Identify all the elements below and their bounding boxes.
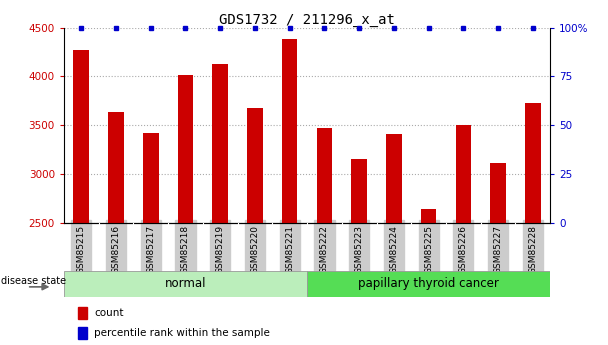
Bar (178, 75, 193, 223)
Bar (247, 108, 263, 223)
Bar (317, 128, 332, 223)
Bar (386, 134, 402, 223)
Bar (282, 39, 297, 223)
Text: percentile rank within the sample: percentile rank within the sample (94, 328, 271, 338)
Bar (78, 307, 87, 319)
Text: normal: normal (165, 277, 206, 290)
Bar (64, 271, 307, 297)
Bar (490, 163, 506, 223)
Bar (525, 103, 541, 223)
Bar (421, 209, 437, 223)
Bar (108, 112, 124, 223)
Bar (74, 50, 89, 223)
Title: GDS1732 / 211296_x_at: GDS1732 / 211296_x_at (219, 12, 395, 27)
Text: count: count (94, 308, 124, 318)
Bar (212, 64, 228, 223)
Bar (455, 125, 471, 223)
Text: papillary thyroid cancer: papillary thyroid cancer (358, 277, 499, 290)
Bar (78, 327, 87, 338)
Text: disease state: disease state (1, 276, 66, 286)
Bar (143, 133, 159, 223)
Bar (351, 159, 367, 223)
Bar (307, 271, 550, 297)
